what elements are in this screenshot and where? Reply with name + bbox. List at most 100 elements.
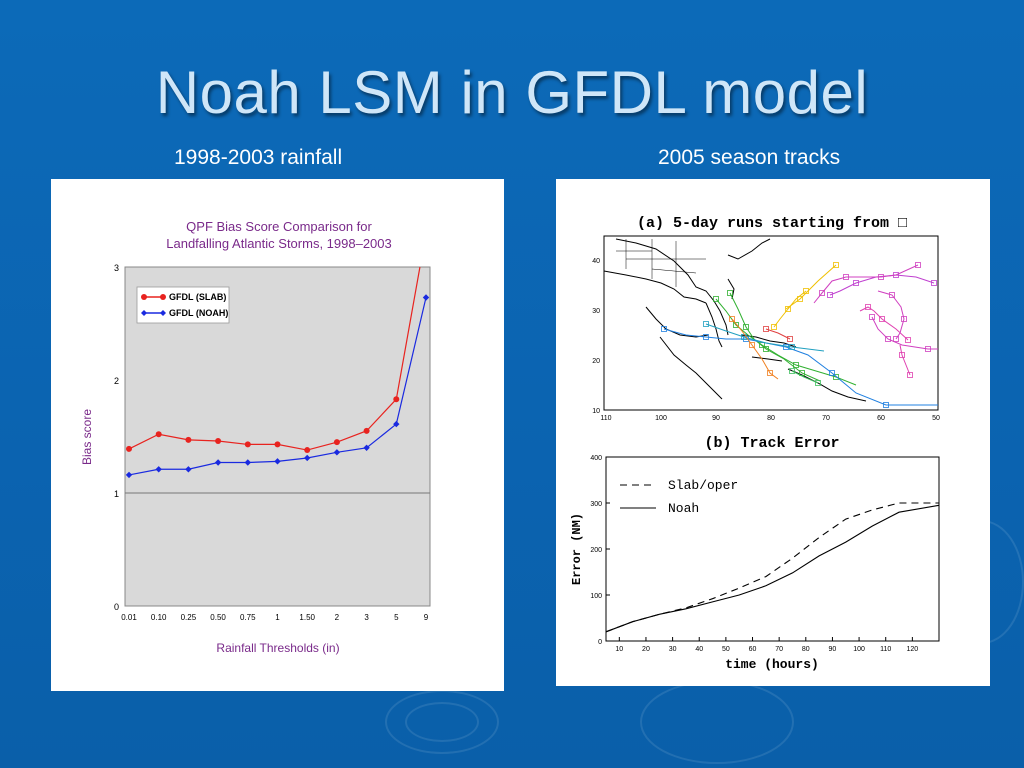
storm-track xyxy=(729,292,821,382)
storm-track xyxy=(715,298,857,386)
track-marker xyxy=(785,306,791,312)
track-error-title: (b) Track Error xyxy=(704,435,839,452)
lat-tick-label: 40 xyxy=(592,258,600,265)
noah-point xyxy=(333,449,341,456)
noah-point xyxy=(304,454,311,462)
x-tick-label: 1 xyxy=(275,613,280,622)
x-tick-label: 3 xyxy=(364,613,369,622)
track-marker xyxy=(899,352,905,358)
error-y-tick-label: 200 xyxy=(590,547,602,554)
track-marker xyxy=(763,326,769,332)
track-marker xyxy=(885,336,891,342)
track-marker xyxy=(853,280,859,286)
lat-tick-label: 30 xyxy=(592,308,600,315)
track-marker xyxy=(815,380,821,386)
noah-point xyxy=(214,459,222,466)
error-x-axis-label: time (hours) xyxy=(725,657,819,672)
lat-tick-label: 20 xyxy=(592,358,600,365)
tracks-panel: (a) 5-day runs starting from □ 10 20 30 40 … xyxy=(556,179,990,686)
track-marker xyxy=(878,274,884,280)
legend-slab-label: GFDL (SLAB) xyxy=(169,292,226,302)
storm-tracks xyxy=(661,262,938,408)
legend-slab-oper-label: Slab/oper xyxy=(668,478,738,493)
error-plot-frame xyxy=(605,456,940,642)
tracks-figure: (a) 5-day runs starting from □ 10203040 … xyxy=(570,215,940,672)
error-x-tick-label: 90 xyxy=(829,646,837,653)
lon-tick-label: 80 xyxy=(767,415,775,422)
slab-point xyxy=(244,441,251,448)
track-marker xyxy=(901,316,907,322)
storm-track xyxy=(871,316,938,350)
x-tick-label: 0.50 xyxy=(210,613,226,622)
slab-point xyxy=(363,427,370,434)
track-marker xyxy=(771,324,777,330)
y-tick-label: 3 xyxy=(114,263,119,273)
track-marker xyxy=(661,326,667,332)
lon-tick-label: 50 xyxy=(932,415,940,422)
track-marker xyxy=(733,322,739,328)
error-x-tick-label: 70 xyxy=(775,646,783,653)
x-tick-label: 2 xyxy=(335,613,340,622)
track-marker xyxy=(865,304,871,310)
track-marker xyxy=(833,374,839,380)
plot-area xyxy=(124,266,431,607)
error-y-tick-label: 300 xyxy=(590,501,602,508)
error-x-tick-label: 30 xyxy=(669,646,677,653)
lon-tick-label: 70 xyxy=(822,415,830,422)
slab-point xyxy=(126,445,132,452)
error-x-tick-label: 110 xyxy=(880,646,891,653)
lon-tick-label: 110 xyxy=(600,415,611,422)
storm-track xyxy=(813,264,919,304)
ripple-decoration xyxy=(405,702,479,742)
storm-track xyxy=(731,318,779,380)
lon-tick-label: 100 xyxy=(655,415,667,422)
slab-point xyxy=(274,441,281,448)
x-tick-label: 5 xyxy=(394,613,399,622)
track-marker xyxy=(703,321,709,327)
track-marker xyxy=(797,296,803,302)
slab-point xyxy=(393,396,400,403)
error-series-line xyxy=(605,504,940,633)
storm-track xyxy=(765,328,791,340)
track-marker xyxy=(893,336,899,342)
y-tick-label: 1 xyxy=(114,489,119,499)
map-title: (a) 5-day runs starting from □ xyxy=(637,215,907,232)
storm-track xyxy=(899,344,911,376)
error-y-tick-label: 100 xyxy=(590,593,602,600)
slide-title: Noah LSM in GFDL model xyxy=(155,59,869,126)
track-marker xyxy=(767,370,773,376)
bias-score-chart: QPF Bias Score Comparison for Landfallin… xyxy=(80,219,431,655)
noah-point xyxy=(244,459,251,466)
chart-title-line2: Landfalling Atlantic Storms, 1998–2003 xyxy=(166,236,392,251)
noah-point xyxy=(363,444,370,451)
error-legend: Slab/oper Noah xyxy=(620,478,738,516)
track-marker xyxy=(829,370,835,376)
chart-title-line1: QPF Bias Score Comparison for xyxy=(186,219,372,234)
error-x-tick-label: 10 xyxy=(615,646,623,653)
storm-track xyxy=(785,264,837,310)
noah-point xyxy=(155,466,162,473)
x-tick-label: 0.75 xyxy=(240,613,256,622)
x-axis-label: Rainfall Thresholds (in) xyxy=(216,641,339,655)
error-x-tick-label: 60 xyxy=(749,646,757,653)
lon-tick-label: 60 xyxy=(877,415,885,422)
legend-noah-label: GFDL (NOAH) xyxy=(169,308,228,318)
noah-point xyxy=(422,294,430,301)
track-marker xyxy=(789,368,795,374)
map-state-borders xyxy=(616,239,706,287)
track-marker xyxy=(713,296,719,302)
noah-point xyxy=(393,420,400,428)
x-tick-label: 0.10 xyxy=(151,613,167,622)
error-x-tick-label: 40 xyxy=(695,646,703,653)
slab-point xyxy=(185,436,192,443)
track-marker xyxy=(789,344,795,350)
x-tick-label: 1.50 xyxy=(299,613,315,622)
error-x-tick-label: 20 xyxy=(642,646,650,653)
error-y-tick-label: 0 xyxy=(598,639,602,646)
ripple-decoration xyxy=(640,680,794,764)
track-marker xyxy=(905,337,911,343)
track-marker xyxy=(729,316,735,322)
track-marker xyxy=(819,290,825,296)
legend: GFDL (SLAB) GFDL (NOAH) xyxy=(136,286,230,324)
storm-track xyxy=(791,370,819,384)
